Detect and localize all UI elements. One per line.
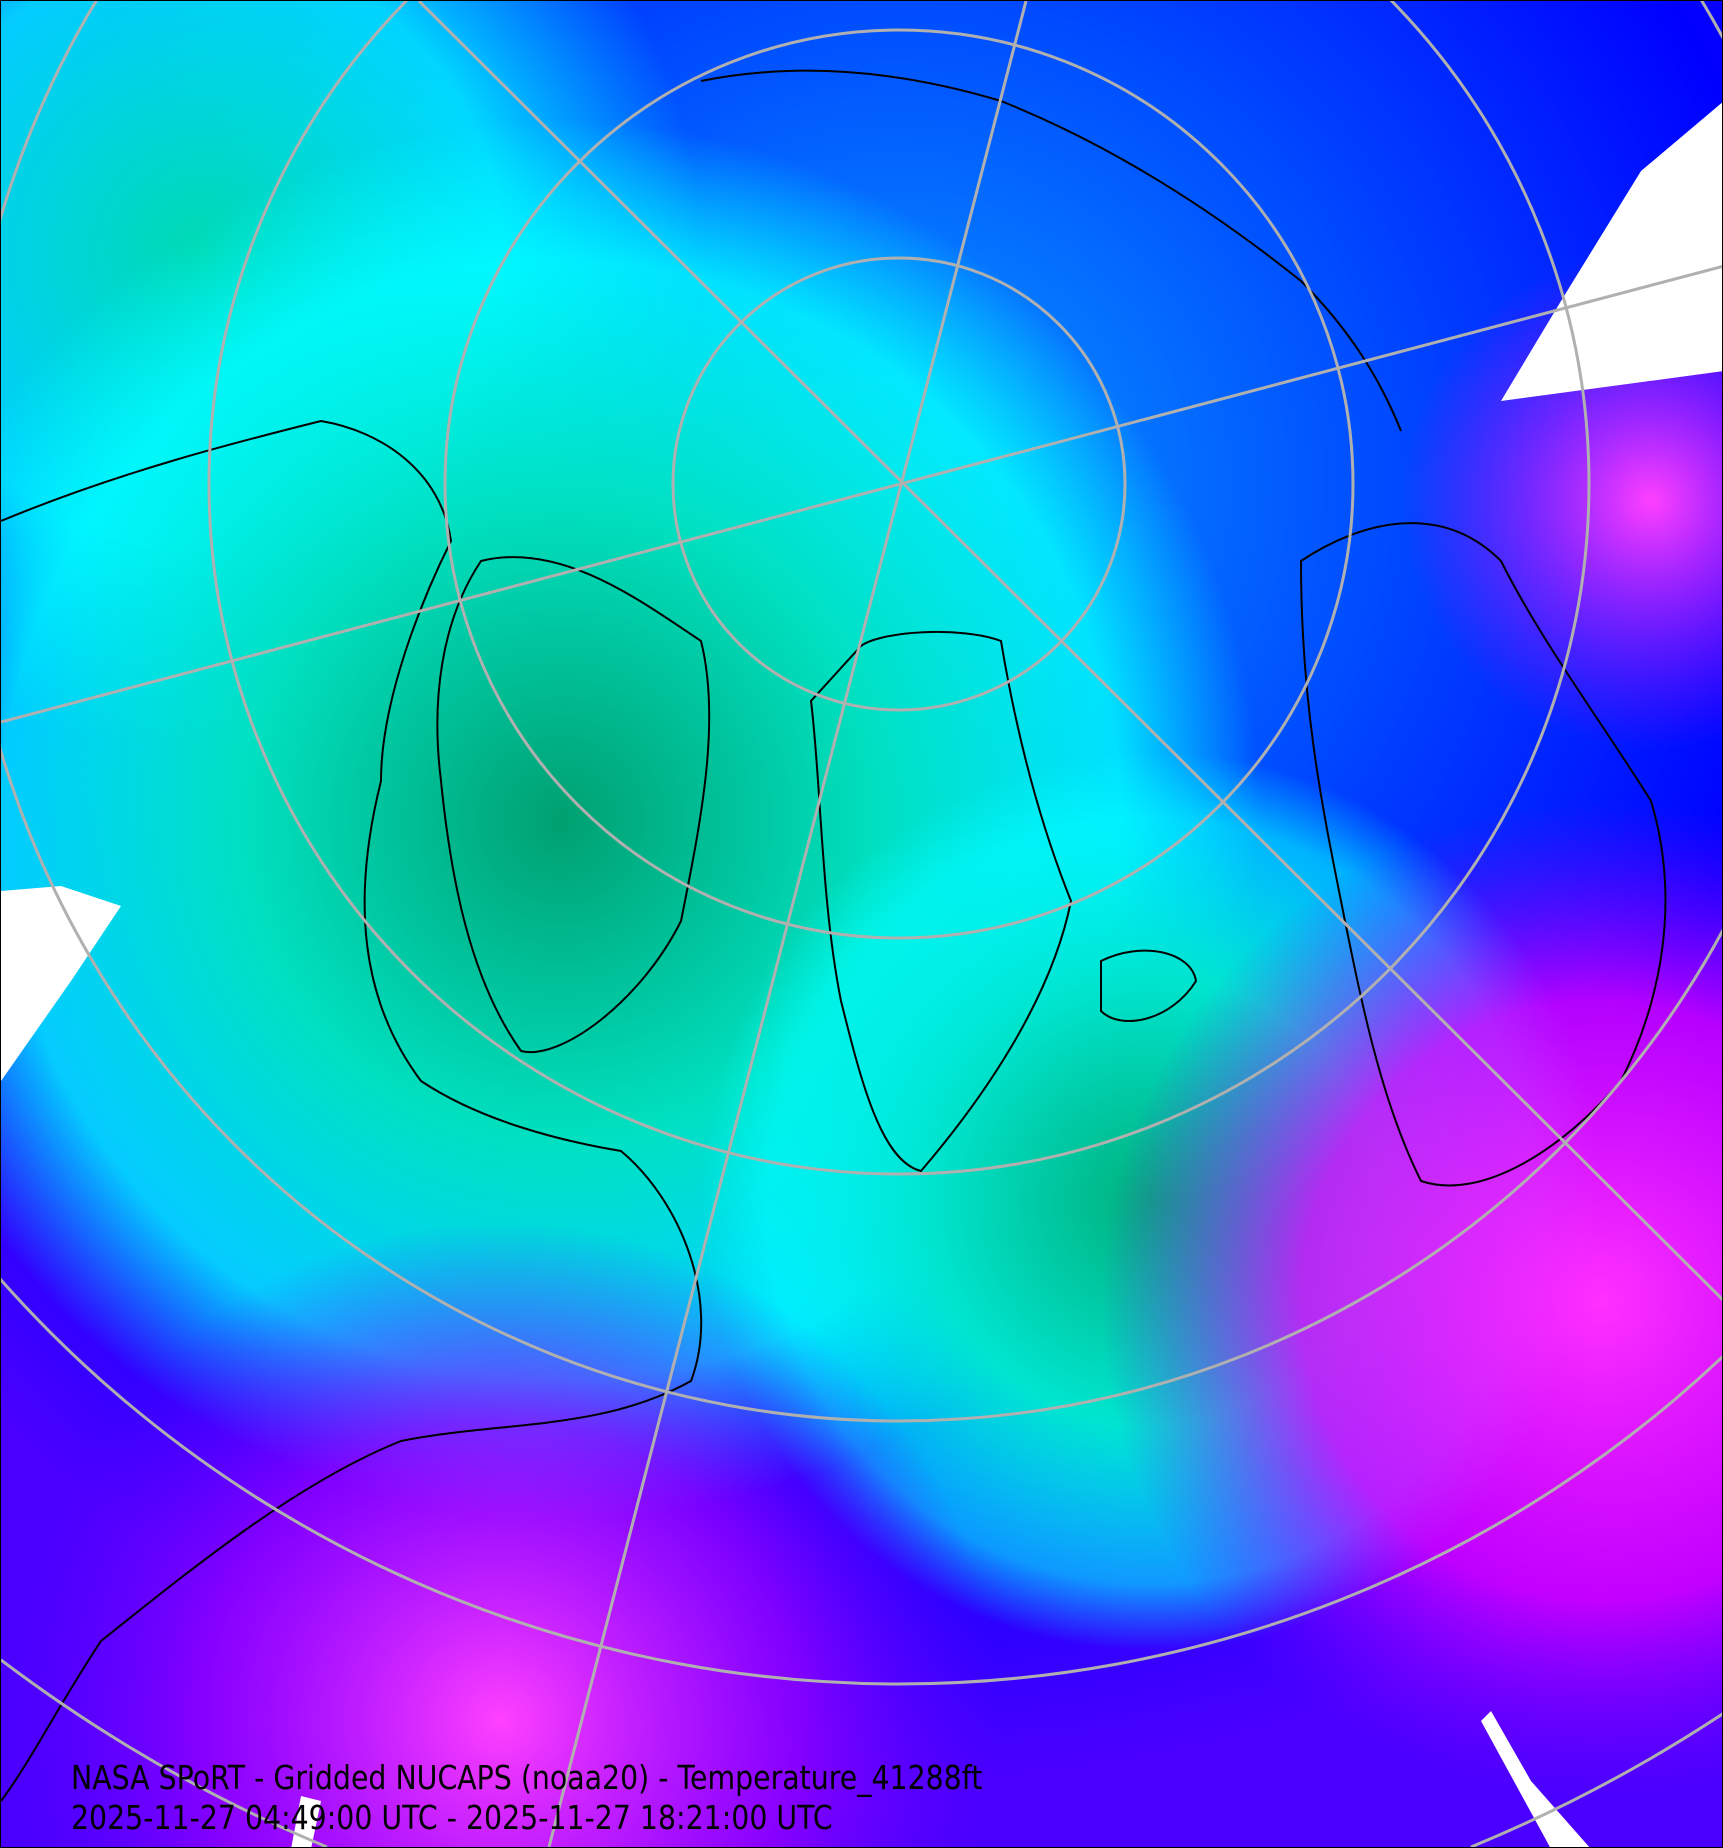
no-data-regions (1, 102, 1722, 1847)
map-time-range: 2025-11-27 04:49:00 UTC - 2025-11-27 18:… (71, 1798, 833, 1837)
iceland-outline (1100, 949, 1198, 1022)
north-america-coast (1, 419, 703, 1802)
greenland-outline (809, 630, 1073, 1173)
arctic-archipelago-outline (436, 556, 711, 1054)
siberia-coast (700, 69, 1402, 432)
meridian-line (1, 264, 1722, 724)
latitude-circle (1, 1277, 1722, 1686)
latitude-arc (1470, 1712, 1722, 1847)
latitude-circle (671, 256, 1127, 712)
latitude-circle (207, 1, 1591, 1176)
meridian-line (417, 1, 1722, 1302)
latitude-arc (1, 1658, 328, 1847)
map-title: NASA SPoRT - Gridded NUCAPS (noaa20) - T… (71, 1758, 983, 1797)
latitude-circle (443, 28, 1355, 940)
latitude-circle (1, 1, 1722, 1423)
meridian-line (547, 1, 1028, 1847)
